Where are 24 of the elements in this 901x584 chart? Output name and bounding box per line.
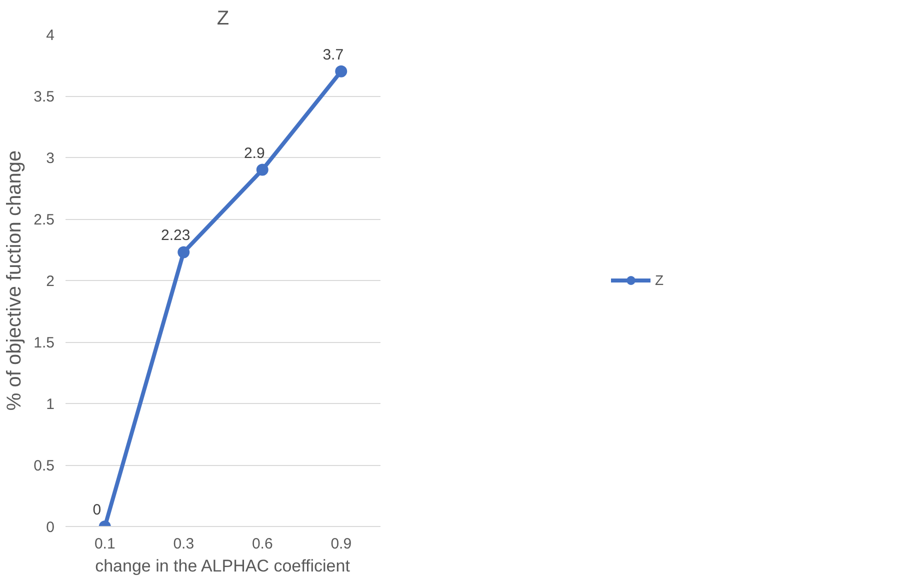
- legend-label: Z: [655, 272, 665, 288]
- y-tick-label: 0.5: [34, 458, 55, 474]
- y-tick-label: 1: [46, 396, 54, 413]
- data-label: 2.9: [244, 144, 265, 162]
- x-axis-title: change in the ALPHAC coefficient: [95, 556, 350, 576]
- data-label: 0: [92, 502, 102, 518]
- point: [178, 246, 190, 258]
- y-axis-title: % of objective fuction change: [4, 150, 26, 411]
- point: [256, 164, 268, 176]
- x-tick-label: 0.1: [94, 536, 116, 552]
- x-tick-label: 0.3: [173, 536, 194, 552]
- y-tick-label: 4: [46, 27, 54, 44]
- y-tick-label: 2.5: [34, 212, 55, 228]
- x-tick-label: 0.9: [330, 536, 352, 552]
- y-tick-label: 0: [46, 519, 54, 536]
- y-tick-label: 3.5: [34, 88, 55, 106]
- x-tick-label: 0.6: [252, 536, 273, 552]
- y-tick-label: 2: [46, 273, 54, 290]
- data-label: 3.7: [322, 46, 344, 64]
- y-tick-label: 1.5: [34, 334, 55, 352]
- point: [335, 65, 348, 78]
- y-tick-label: 3: [46, 150, 54, 167]
- data-label: 2.23: [161, 227, 190, 244]
- chart-title: Z: [216, 8, 230, 30]
